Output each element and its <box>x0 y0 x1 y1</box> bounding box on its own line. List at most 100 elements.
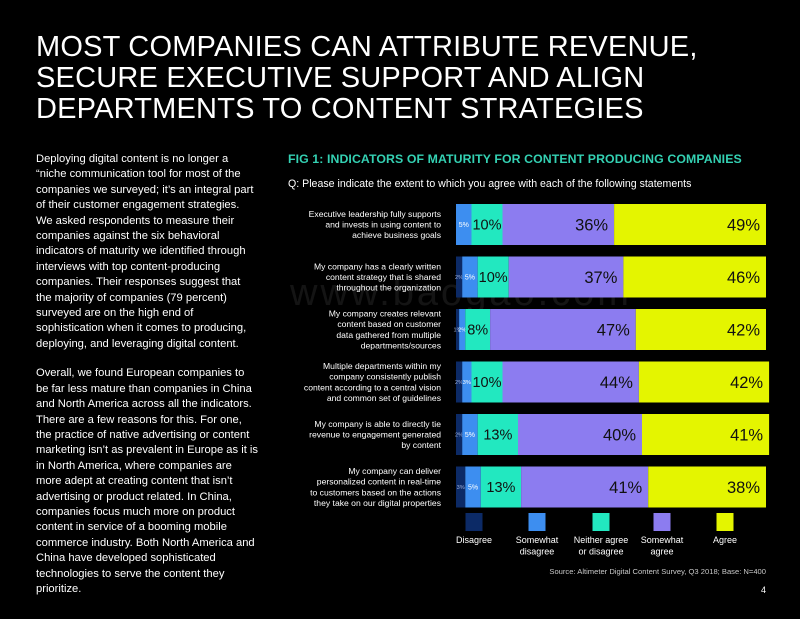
legend-label: Agree <box>713 535 737 545</box>
bar-segment <box>477 256 509 298</box>
category-label: personalized content in real-time <box>317 477 441 487</box>
data-label: 10% <box>472 218 501 234</box>
data-label: 2% <box>458 328 466 334</box>
bar-segment <box>465 466 481 508</box>
data-label: 46% <box>727 269 760 287</box>
bar-segment <box>502 361 639 403</box>
data-label: 36% <box>575 216 608 234</box>
data-label: 13% <box>483 428 512 444</box>
body-paragraph: Overall, we found European companies to … <box>36 367 258 595</box>
data-label: 8% <box>467 323 488 339</box>
bar-segment <box>462 414 478 455</box>
data-label: 1% <box>454 328 462 334</box>
data-label: 5% <box>465 275 475 282</box>
bar-segment <box>623 256 766 298</box>
legend-label: Disagree <box>456 535 492 545</box>
bar-segment <box>508 256 624 298</box>
page-title: MOST COMPANIES CAN ATTRIBUTE REVENUE, SE… <box>36 31 698 125</box>
data-label: 41% <box>609 479 642 497</box>
data-label: 37% <box>584 269 617 287</box>
bar-segment <box>642 414 770 455</box>
bar-segment <box>456 466 466 508</box>
bar-segment <box>614 204 766 245</box>
bar-segment <box>462 361 472 403</box>
legend-label: disagree <box>520 547 555 557</box>
data-label: 47% <box>597 321 630 339</box>
data-label: 2% <box>455 275 463 281</box>
figure-title: FIG 1: INDICATORS OF MATURITY FOR CONTEN… <box>288 152 742 166</box>
bar-segment <box>521 466 649 508</box>
bar-segment <box>465 309 491 350</box>
data-label: 42% <box>730 374 763 392</box>
category-label: and common set of guidelines <box>327 393 441 403</box>
data-label: 40% <box>603 426 636 444</box>
data-label: 10% <box>472 375 501 391</box>
data-label: 3% <box>457 485 465 491</box>
body-paragraph: Deploying digital content is no longer a… <box>36 153 254 350</box>
bar-segment <box>502 204 615 245</box>
data-label: 5% <box>468 485 478 492</box>
bar-segment <box>477 414 518 455</box>
page-number: 4 <box>760 585 766 595</box>
bar-segment <box>490 309 636 350</box>
bar-segment <box>456 414 463 455</box>
category-label: My company can deliver <box>348 466 441 476</box>
bar-segment <box>471 361 503 403</box>
category-label: content according to a central vision <box>304 382 441 392</box>
data-label: 10% <box>479 270 508 286</box>
bar-segment <box>480 466 522 508</box>
legend-label: Somewhat <box>516 535 559 545</box>
bar-segment <box>456 256 463 298</box>
bar-segment <box>471 204 503 245</box>
category-label: to customers based on the actions <box>310 487 441 497</box>
bar-segment <box>456 361 463 403</box>
category-label: company consistently publish <box>329 372 441 382</box>
category-label: My company creates relevant <box>329 309 442 319</box>
bar-segment <box>518 414 642 455</box>
category-label: they take on our digital properties <box>314 498 441 508</box>
data-label: 38% <box>727 479 760 497</box>
category-label: data gathered from multiple <box>336 330 441 340</box>
legend-swatch <box>592 513 610 531</box>
legend-label: or disagree <box>578 547 623 557</box>
category-label: revenue to engagement generated <box>309 430 441 440</box>
survey-question: Q: Please indicate the extent to which y… <box>288 178 692 190</box>
legend-swatch <box>528 513 546 531</box>
category-label: throughout the organization <box>336 283 441 293</box>
data-label: 5% <box>459 222 469 229</box>
source-note: Source: Altimeter Digital Content Survey… <box>549 567 766 576</box>
category-label: and invests in using content to <box>325 220 441 230</box>
legend-swatch <box>653 513 671 531</box>
category-label: departments/sources <box>361 340 441 350</box>
category-label: Multiple departments within my <box>323 361 442 371</box>
bar-segment <box>648 466 766 508</box>
bar-segment <box>456 204 472 245</box>
data-label: 2% <box>455 380 463 386</box>
body-text: Deploying digital content is no longer a… <box>36 152 258 611</box>
data-label: 3% <box>463 380 471 386</box>
data-label: 49% <box>727 216 760 234</box>
data-label: 41% <box>730 426 763 444</box>
legend-swatch <box>716 513 734 531</box>
bar-segment <box>635 309 766 350</box>
data-label: 2% <box>455 433 463 439</box>
data-label: 13% <box>486 480 515 496</box>
category-label: content based on customer <box>337 319 441 329</box>
bar-segment <box>459 309 466 350</box>
category-label: My company has a clearly written <box>314 261 441 271</box>
data-label: 44% <box>600 374 633 392</box>
data-label: 42% <box>727 321 760 339</box>
data-label: 5% <box>465 432 475 439</box>
category-label: by content <box>401 440 441 450</box>
legend-swatch <box>465 513 483 531</box>
bar-segment <box>456 309 460 350</box>
legend-label: agree <box>650 547 673 557</box>
category-label: content strategy that is shared <box>326 272 441 282</box>
legend-label: Somewhat <box>641 535 684 545</box>
legend-label: Neither agree <box>574 535 629 545</box>
category-label: Executive leadership fully supports <box>309 209 441 219</box>
bar-segment <box>638 361 770 403</box>
category-label: My company is able to directly tie <box>314 419 441 429</box>
bar-segment <box>462 256 478 298</box>
